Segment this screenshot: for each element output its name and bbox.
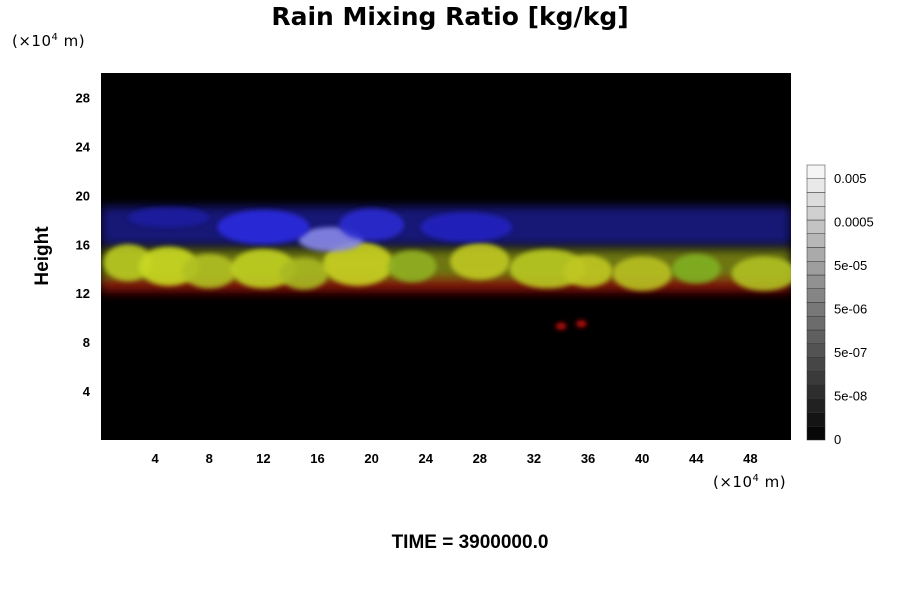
colorbar-label: 5e-08 bbox=[834, 389, 867, 404]
field-blob-3 bbox=[230, 249, 296, 289]
y-tick-label: 20 bbox=[76, 188, 90, 203]
y-tick-label: 12 bbox=[76, 286, 90, 301]
colorbar-swatch bbox=[806, 398, 826, 413]
y-axis-unit: (×104 m) bbox=[12, 32, 86, 50]
x-tick-label: 16 bbox=[310, 451, 324, 466]
colorbar-swatch bbox=[806, 192, 826, 207]
field-blob-17 bbox=[128, 207, 210, 228]
colorbar-swatch bbox=[806, 206, 826, 221]
y-tick-label: 28 bbox=[76, 90, 90, 105]
colorbar-swatch bbox=[806, 302, 826, 317]
colorbar-label: 0 bbox=[834, 432, 841, 447]
colorbar-swatch bbox=[806, 233, 826, 248]
field-blob-19 bbox=[575, 320, 587, 328]
colorbar-swatch bbox=[806, 371, 826, 386]
x-tick-label: 40 bbox=[635, 451, 649, 466]
chart-title: Rain Mixing Ratio [kg/kg] bbox=[271, 2, 629, 31]
field-blob-7 bbox=[450, 243, 510, 280]
colorbar-swatch bbox=[806, 219, 826, 234]
colorbar-label: 5e-07 bbox=[834, 345, 867, 360]
x-axis-ticks: 4 8 12 16 20 24 28 32 36 40 44 48 bbox=[152, 451, 758, 466]
colorbar-swatch bbox=[806, 288, 826, 303]
field-blob-12 bbox=[731, 256, 791, 291]
y-tick-label: 4 bbox=[83, 384, 91, 399]
colorbar-swatch bbox=[806, 329, 826, 344]
colorbar-swatch bbox=[806, 178, 826, 193]
colorbar-label: 5e-05 bbox=[834, 258, 867, 273]
x-tick-label: 36 bbox=[581, 451, 595, 466]
x-tick-label: 44 bbox=[689, 451, 704, 466]
colorbar-swatch bbox=[806, 426, 826, 441]
colorbar-swatch bbox=[806, 247, 826, 262]
colorbar-swatch bbox=[806, 274, 826, 289]
colorbar-label: 5e-06 bbox=[834, 302, 867, 317]
y-tick-label: 8 bbox=[83, 335, 90, 350]
field-blob-10 bbox=[612, 256, 672, 291]
y-tick-label: 24 bbox=[76, 139, 91, 154]
y-tick-label: 16 bbox=[76, 237, 90, 252]
colorbar-swatch bbox=[806, 384, 826, 399]
colorbar-swatch bbox=[806, 164, 826, 179]
field-blob-15 bbox=[339, 208, 405, 241]
x-tick-label: 24 bbox=[418, 451, 433, 466]
field-blob-6 bbox=[387, 250, 437, 283]
x-tick-label: 28 bbox=[473, 451, 487, 466]
colorbar-swatch bbox=[806, 261, 826, 276]
field-blob-2 bbox=[182, 254, 237, 289]
colorbar-label: 0.005 bbox=[834, 171, 867, 186]
colorbar-swatch bbox=[806, 316, 826, 331]
field-blob-11 bbox=[671, 254, 721, 284]
x-tick-label: 8 bbox=[206, 451, 213, 466]
field-blob-14 bbox=[217, 210, 310, 245]
x-tick-label: 4 bbox=[152, 451, 160, 466]
x-tick-label: 48 bbox=[743, 451, 757, 466]
x-axis-unit: (×104 m) bbox=[713, 473, 787, 491]
colorbar: 0.005 0.0005 5e-05 5e-06 5e-07 5e-08 0 bbox=[806, 164, 874, 447]
field-blob-8 bbox=[509, 249, 586, 289]
field-blob-4 bbox=[279, 257, 329, 290]
y-axis-ticks: 4 8 12 16 20 24 28 bbox=[76, 90, 91, 399]
colorbar-swatch bbox=[806, 412, 826, 427]
colorbar-swatch bbox=[806, 357, 826, 372]
x-tick-label: 12 bbox=[256, 451, 270, 466]
field-layer bbox=[101, 206, 791, 330]
field-blob-16 bbox=[420, 212, 513, 242]
x-tick-label: 20 bbox=[364, 451, 378, 466]
x-tick-label: 32 bbox=[527, 451, 541, 466]
field-blob-9 bbox=[563, 255, 613, 288]
colorbar-label: 0.0005 bbox=[834, 215, 874, 230]
field-blob-18 bbox=[555, 322, 567, 330]
colorbar-swatch bbox=[806, 343, 826, 358]
field-blob-5 bbox=[322, 241, 394, 286]
time-label: TIME = 3900000.0 bbox=[391, 532, 549, 553]
